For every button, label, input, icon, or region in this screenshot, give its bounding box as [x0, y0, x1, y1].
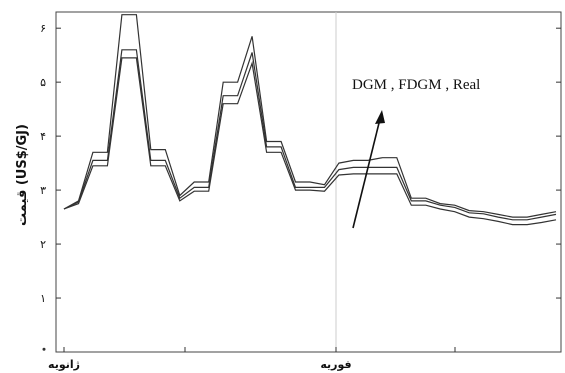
- series-line: [63, 49, 557, 221]
- y-axis-title: قیمت (US$/GJ): [15, 124, 30, 226]
- x-tick-label: ژانویه: [48, 358, 80, 371]
- series-line: [63, 57, 557, 226]
- x-tick-label: فوریه: [320, 358, 351, 371]
- y-tick-label: ۵: [40, 76, 46, 89]
- annotation-arrow-line: [352, 118, 381, 229]
- y-axis-zero-marker: [42, 347, 46, 351]
- series-group: [63, 14, 557, 226]
- y-axis: ۱ ۲ ۳ ۴ ۵ ۶: [40, 22, 561, 351]
- y-tick-label: ۴: [40, 130, 46, 143]
- y-tick-label: ۶: [40, 22, 46, 35]
- y-tick-label: ۲: [40, 238, 46, 251]
- y-axis-label: قیمت (US$/GJ): [15, 124, 30, 226]
- y-tick-label: ۳: [40, 184, 46, 197]
- plot-frame: [55, 11, 562, 353]
- y-tick-label: ۱: [40, 292, 46, 305]
- series-line: [63, 14, 557, 218]
- x-axis: ژانویه فوریه: [48, 347, 456, 371]
- annotation-arrow-head: [375, 110, 385, 124]
- legend-annotation: DGM , FDGM , Real: [352, 77, 480, 93]
